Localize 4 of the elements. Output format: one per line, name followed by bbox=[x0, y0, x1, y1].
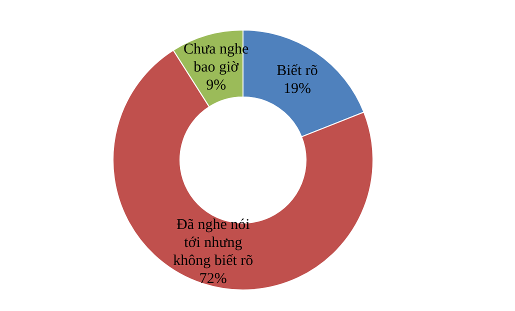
data-label: 9% bbox=[206, 77, 226, 94]
data-label: 72% bbox=[199, 270, 227, 287]
slice-label: Biết rõ bbox=[276, 63, 318, 80]
data-label: 19% bbox=[283, 81, 311, 98]
